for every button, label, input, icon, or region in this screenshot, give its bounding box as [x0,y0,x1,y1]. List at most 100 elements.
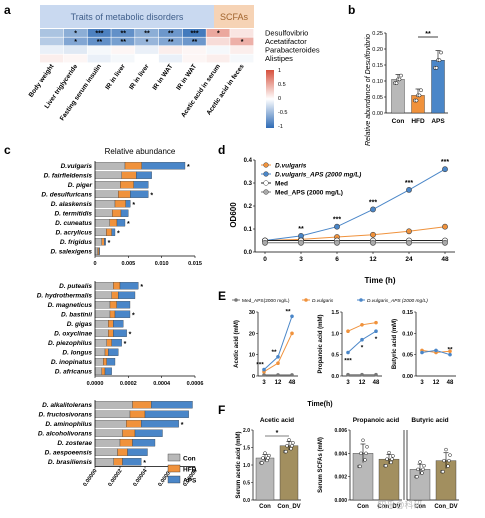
f-acetic-data-point [290,444,294,448]
c-bar-segment [108,329,114,337]
d-tick-label: 48 [441,256,449,263]
c-tick-label: 0.00004 [132,467,149,487]
heatmap-cell [206,29,230,37]
f-acetic-title: Acetic acid [260,417,294,424]
e-tick-label: 1.5 [331,310,339,316]
group1-header-bg [40,5,214,28]
c-bar-segment [116,301,131,309]
e-data-point [374,329,378,334]
c-species-label: D. putealis [59,283,92,290]
c-sig-mark: * [108,240,111,247]
e-tick-label: 0.10 [402,331,413,337]
c-tick-label: 0.005 [121,261,135,267]
b-category-label: APS [431,118,445,125]
c-species-label: D. salexigens [50,249,92,256]
f-acetic-tick-label: 2.0 [243,428,250,434]
c-bar-segment [94,301,111,309]
c-bar-segment [106,358,116,366]
c-bar-segment [101,238,105,246]
d-tick-label: 0.1 [244,227,253,233]
c-species-label: D. brasiliensis [48,459,92,466]
significance-mark: ** [192,39,198,46]
d-legend-label: D.vulgaris [275,163,307,170]
c-species-label: D. gigas [67,321,93,328]
c-title: Relative abundance [105,147,176,156]
c-species-label: D. zosterae [57,440,92,447]
f-but-data-point [448,453,452,457]
f-acetic-ylabel: Serum acetic acid (mM) [236,431,242,498]
heatmap-cell [230,54,254,63]
c-bar-segment [94,200,116,208]
d-tick-label: 0.4 [244,158,253,164]
heatmap-row-label: Alistipes [265,54,293,63]
c-subplot: D.vulgaris * D. fairfieldensis D. piger D. d… [41,161,202,267]
d-data-point [442,239,448,246]
c-subplot: D. putealis * D. hydrothermalis D. magnetic… [37,281,203,387]
c-bar-segment [94,310,111,318]
e-data-point [374,372,378,377]
f-prop-data-point [358,464,362,469]
e-tick-label: 0.15 [402,310,413,316]
b-tick-label: 0.15 [372,63,383,69]
e-sig-mark: ** [285,308,291,315]
f-acetic-tick-label: 0.0 [243,498,250,504]
group1-title: Traits of metabolic disorders [71,12,184,22]
f-scfa: Serum SCFAs (mM) Propanoic acid Butyric ac… [318,417,459,510]
c-bar-segment [127,448,148,456]
colorbar-tick: -0.5 [278,110,287,116]
c-sig-mark: * [140,284,143,291]
heatmap-cell [111,29,135,37]
colorbar [266,70,274,128]
b-data-point [434,66,439,70]
c-bar-segment [94,171,122,179]
heatmap-cell [206,37,230,46]
c-bar-segment [94,410,131,418]
c-bar-segment [116,219,126,227]
e-sig-mark: ** [447,347,453,354]
panel-d-growth-curve: OD600 Time (h) 0.0 0.1 0.2 0.3 0.4 0 3 6 12 24 48 *… [229,158,455,285]
f-prop-tick-label: 0.002 [334,475,347,481]
c-bar-segment [119,439,133,447]
d-data-point [442,166,448,173]
panel-a-heatmap: Traits of metabolic disorders SCFAs * ***… [28,5,320,130]
f-prop-bar [378,458,400,501]
c-bar-segment [111,339,122,347]
f-acetic-category-label: Con_DV [277,504,300,510]
significance-mark: ** [168,31,174,38]
c-bar-segment [122,458,142,466]
c-species-label: D. fructosivorans [39,412,93,419]
f-acetic-data-point [260,461,264,465]
f-prop-tick-label: 0.000 [334,498,347,504]
f-acetic: Acetic acid Serum acetic acid (mM)0.0 0.5 1… [236,417,301,510]
c-species-label: D. piezophilus [48,340,92,347]
heatmap-cell [135,29,159,37]
b-tick-label: 0.25 [372,31,383,37]
d-data-point [262,239,268,246]
heatmap-cell [182,37,206,46]
f-prop-data-point [385,457,389,461]
d-data-point [370,239,376,246]
c-species-label: D. piger [68,182,93,189]
significance-mark: * [74,39,77,46]
c-species-label: D. desulfuricans [41,192,92,199]
significance-mark: ** [120,39,126,46]
d-series-line [264,168,446,241]
heatmap-cell [87,29,111,37]
significance-mark: ** [97,39,103,46]
f-but-data-point [442,458,446,463]
e-sig-mark: * [375,336,378,343]
c-bar-segment [106,339,112,347]
panel-c-letter: c [4,143,11,157]
d-legend-label: D.vulgaris_APS (2000 mg/L) [275,172,361,179]
c-species-label: D. magneticus [48,302,93,309]
c-bar-segment [94,329,109,337]
d-tick-label: 12 [369,256,377,263]
c-bar-segment [94,219,110,227]
f-prop-data-point [389,460,393,465]
e-data-point [360,337,364,342]
c-species-label: D. alkalitolerans [42,402,92,409]
e-data-point [276,361,280,366]
b-data-point [397,77,402,82]
heatmap-cell [63,46,87,54]
